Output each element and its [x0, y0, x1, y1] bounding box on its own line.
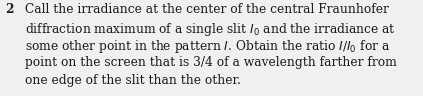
Text: diffraction maximum of a single slit $I_0$ and the irradiance at: diffraction maximum of a single slit $I_…: [25, 21, 396, 38]
Text: one edge of the slit than the other.: one edge of the slit than the other.: [25, 74, 240, 87]
Text: point on the screen that is 3/4 of a wavelength farther from: point on the screen that is 3/4 of a wav…: [25, 56, 396, 69]
Text: Call the irradiance at the center of the central Fraunhofer: Call the irradiance at the center of the…: [25, 3, 388, 16]
Text: some other point in the pattern $I$. Obtain the ratio $I/I_0$ for a: some other point in the pattern $I$. Obt…: [25, 38, 390, 55]
Text: 2: 2: [5, 3, 14, 16]
